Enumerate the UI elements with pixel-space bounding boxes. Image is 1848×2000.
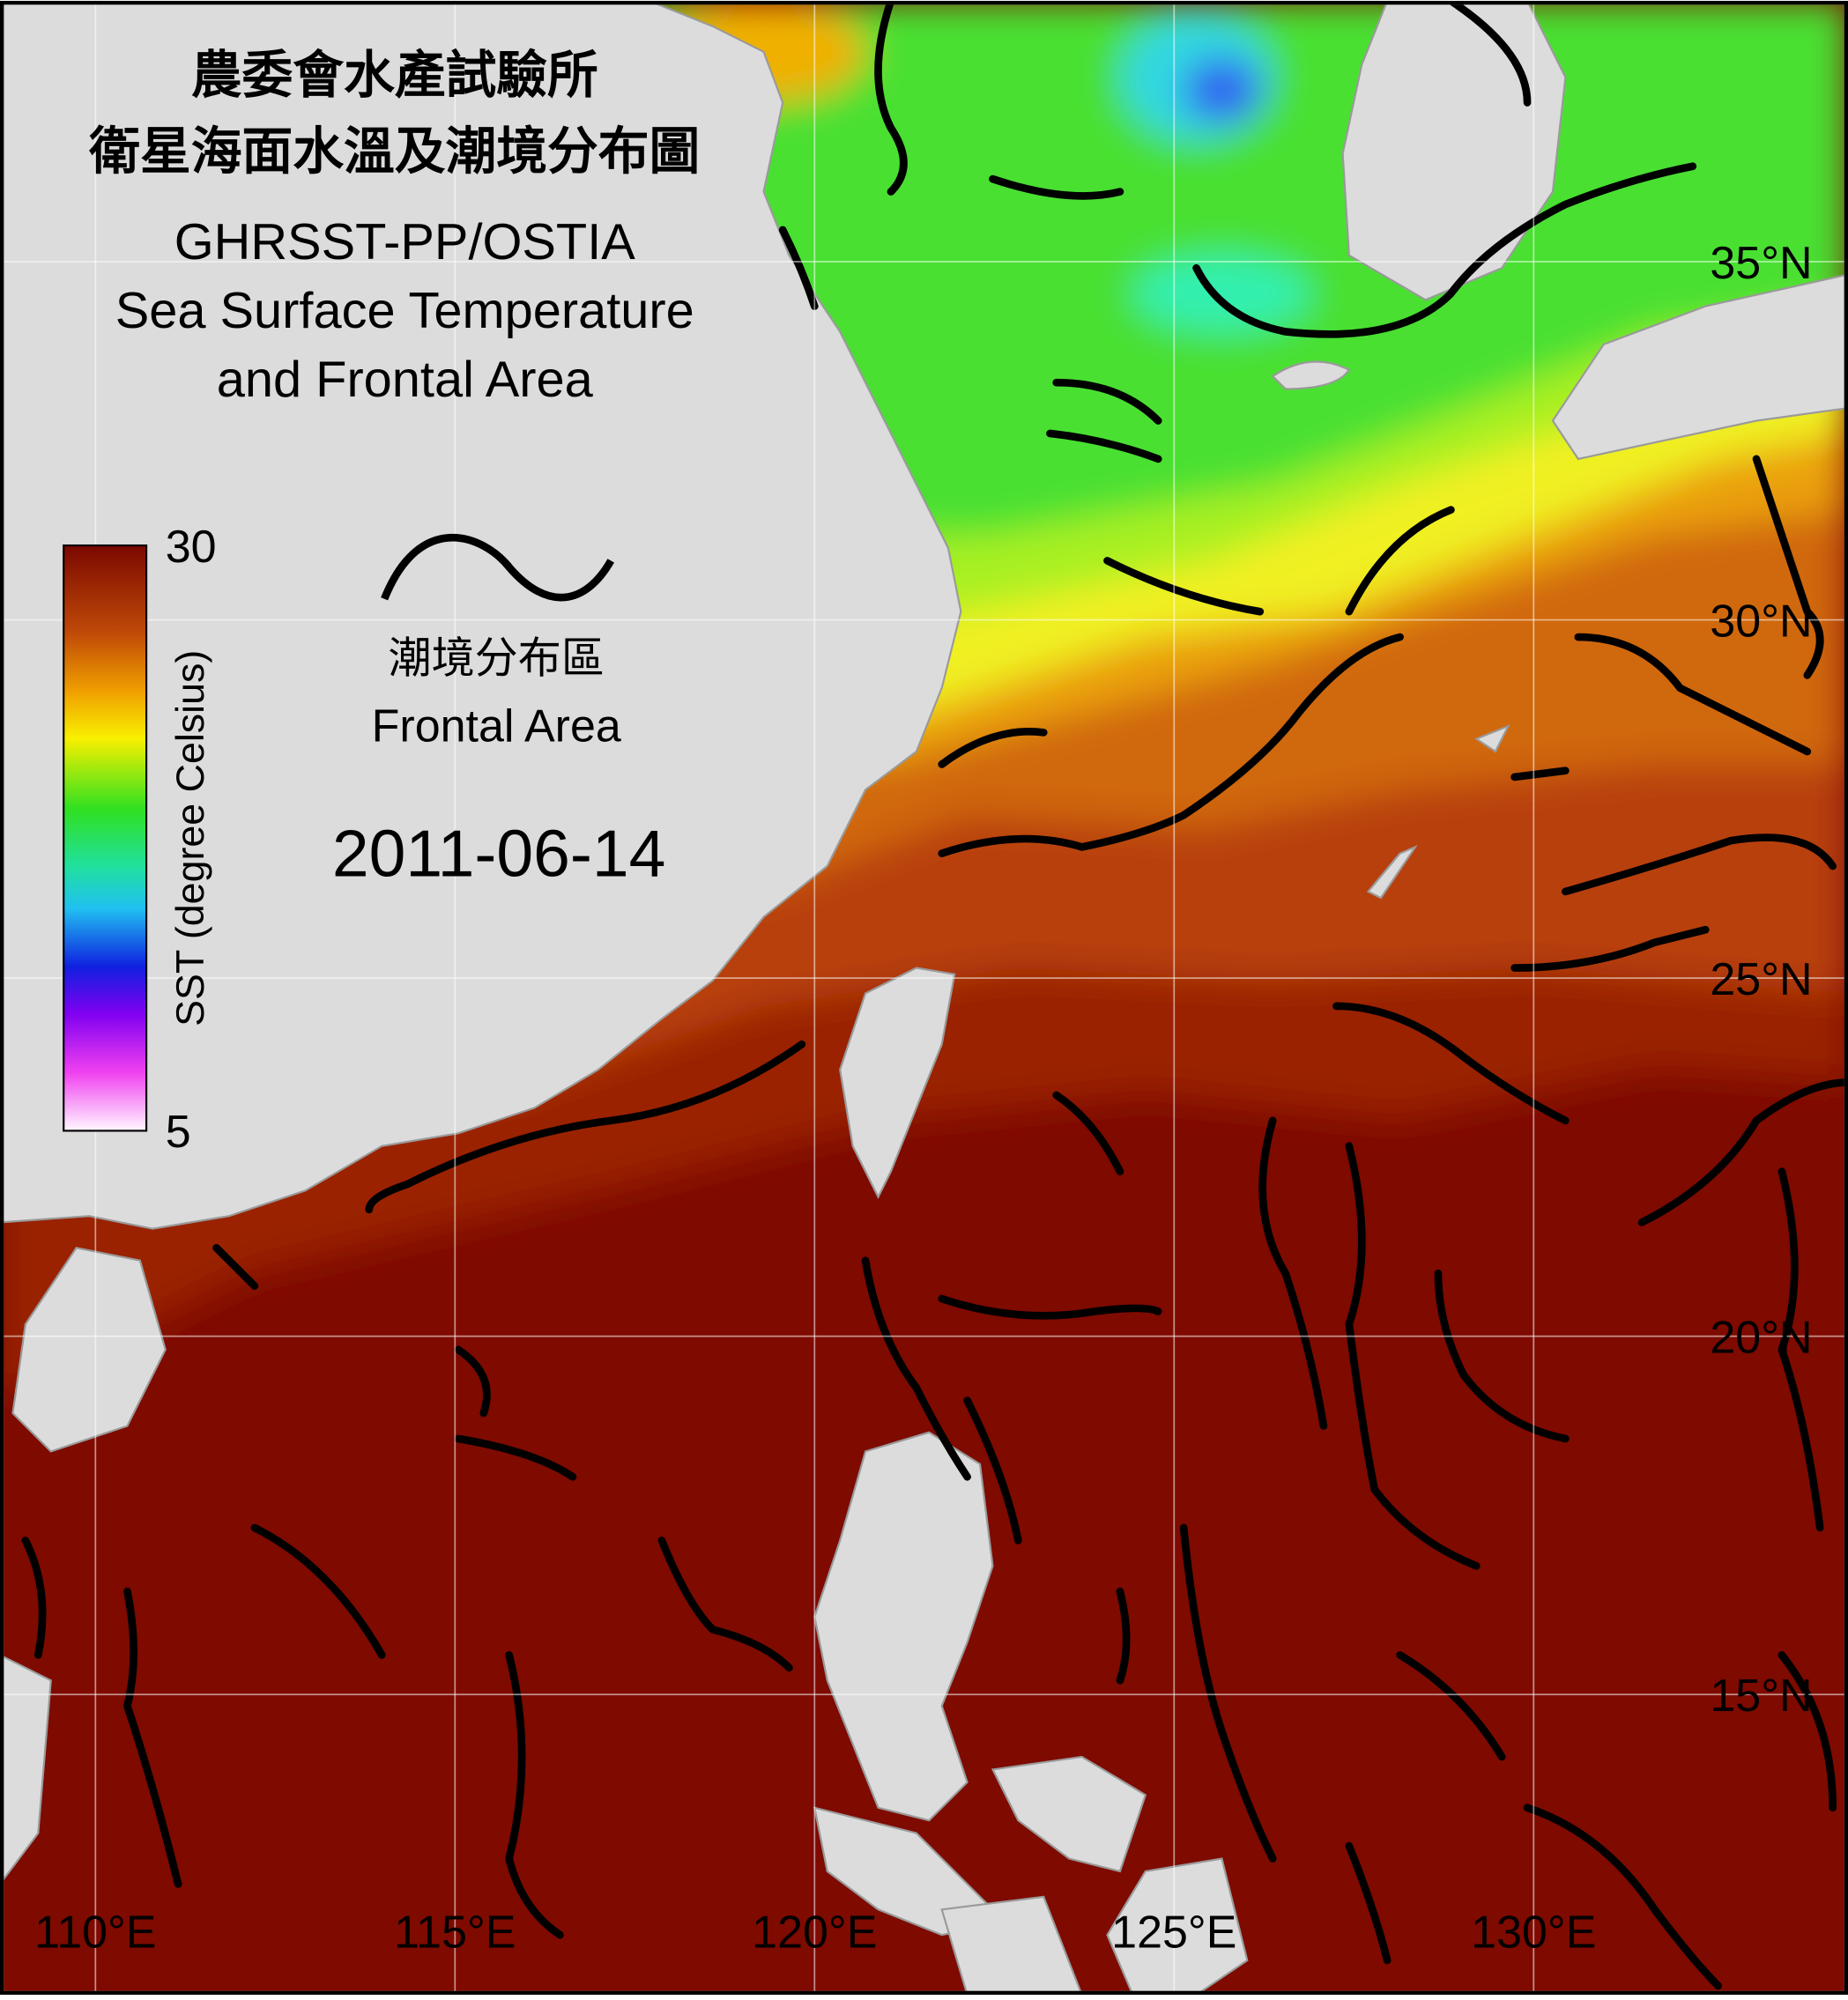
lat-label: 35°N: [1710, 238, 1812, 289]
colorbar-tick-label: 5: [166, 1107, 191, 1158]
colorbar-ticks: 30 5: [166, 522, 217, 1158]
lon-label: 110°E: [34, 1907, 156, 1959]
title-line: 農委會水產試驗所: [191, 48, 598, 104]
lon-label: 120°E: [752, 1907, 877, 1959]
lat-label: 30°N: [1710, 596, 1812, 647]
legend-label-en: Frontal Area: [372, 700, 621, 752]
lat-label: 20°N: [1710, 1312, 1812, 1363]
lon-label: 125°E: [1111, 1907, 1236, 1959]
title-line: and Frontal Area: [217, 352, 594, 408]
title-line: GHRSST-PP/OSTIA: [174, 214, 636, 270]
colorbar: [63, 544, 148, 1132]
lon-label: 115°E: [394, 1907, 516, 1959]
title-line: 衛星海面水溫及潮境分布圖: [88, 124, 700, 181]
colorbar-label: SST (degree Celsius): [168, 650, 212, 1026]
lat-label: 25°N: [1710, 954, 1812, 1005]
colorbar-tick-label: 30: [166, 522, 217, 573]
legend-symbol: [381, 533, 614, 602]
lon-label: 130°E: [1471, 1907, 1596, 1959]
lat-label: 15°N: [1710, 1670, 1812, 1722]
legend-label-zh: 潮境分布區: [389, 635, 605, 683]
title-line: Sea Surface Temperature: [115, 283, 694, 339]
frontal-lines: [21, 4, 1844, 1990]
date: 2011-06-14: [332, 817, 665, 891]
